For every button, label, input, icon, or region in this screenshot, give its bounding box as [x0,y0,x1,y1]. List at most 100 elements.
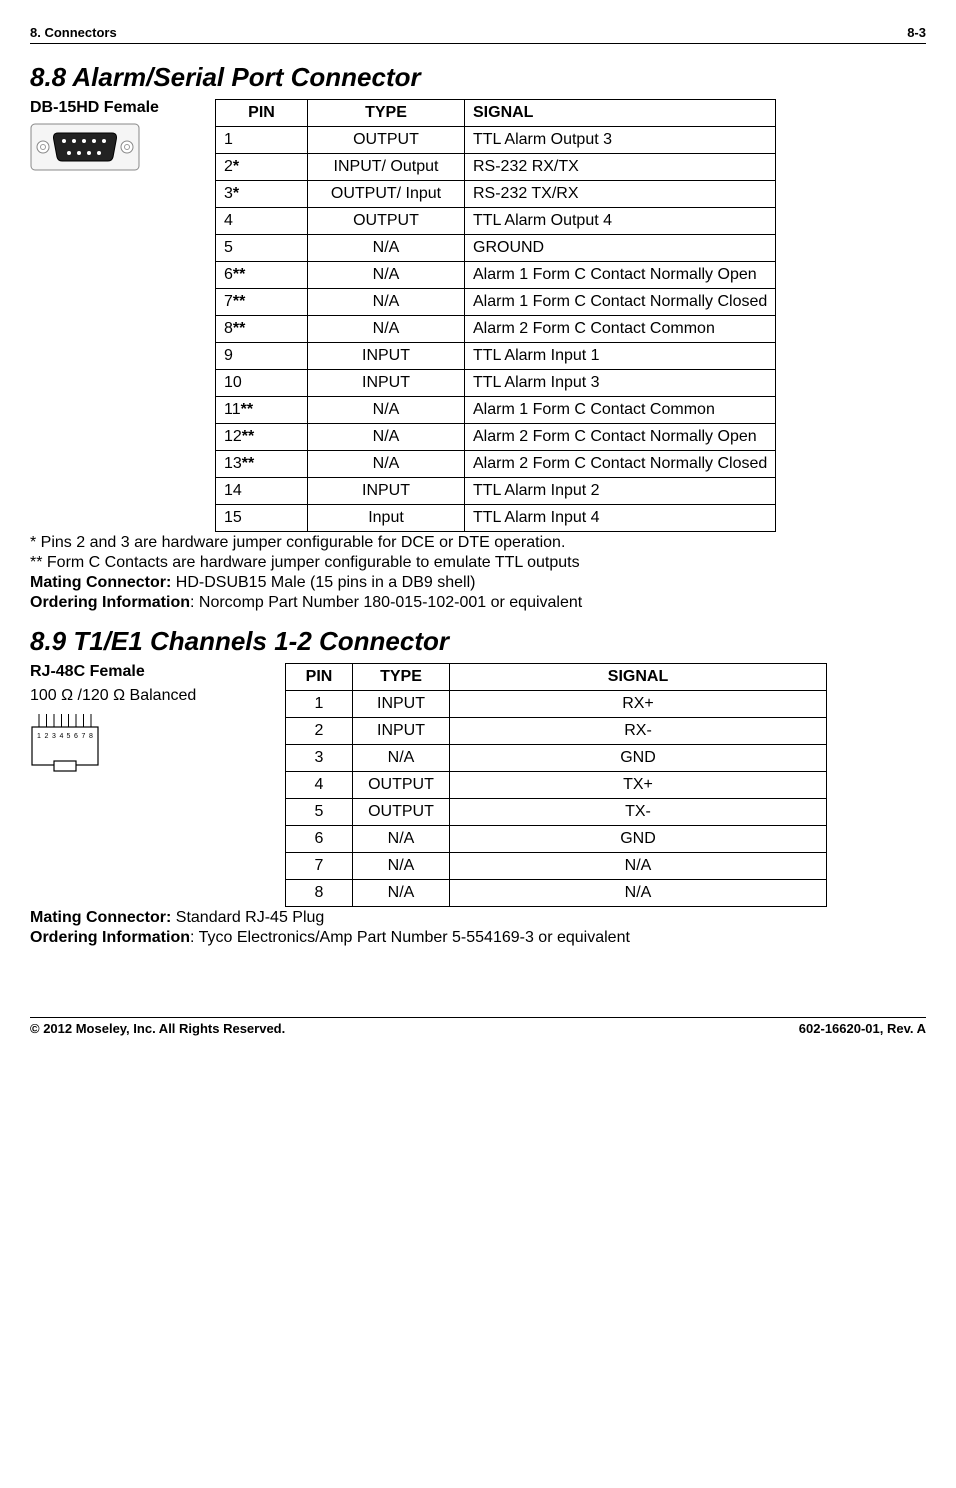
cell-type: INPUT/ Output [308,154,465,181]
cell-signal: Alarm 2 Form C Contact Normally Closed [465,451,776,478]
cell-signal: TX- [450,799,827,826]
rj45-icon: 12 34 56 78 [30,711,275,778]
cell-signal: TTL Alarm Output 3 [465,127,776,154]
header-left: 8. Connectors [30,25,117,40]
table-row: 10INPUTTTL Alarm Input 3 [216,370,776,397]
ordering-label: Ordering Information [30,929,190,946]
col-type: TYPE [353,664,450,691]
cell-type: N/A [308,451,465,478]
page-header: 8. Connectors 8-3 [30,25,926,40]
table-row: 15InputTTL Alarm Input 4 [216,505,776,532]
header-right: 8-3 [907,25,926,40]
mating-value: HD-DSUB15 Male (15 pins in a DB9 shell) [171,574,475,591]
cell-pin: 7** [216,289,308,316]
cell-type: INPUT [353,691,450,718]
table-row: 1OUTPUTTTL Alarm Output 3 [216,127,776,154]
header-rule [30,43,926,44]
cell-signal: TTL Alarm Input 3 [465,370,776,397]
cell-type: N/A [353,826,450,853]
cell-signal: Alarm 1 Form C Contact Normally Closed [465,289,776,316]
svg-text:1: 1 [37,733,41,740]
cell-type: N/A [308,262,465,289]
cell-type: INPUT [308,343,465,370]
mating-connector-88: Mating Connector: HD-DSUB15 Male (15 pin… [30,574,926,592]
table-row: 5N/AGROUND [216,235,776,262]
page-footer: © 2012 Moseley, Inc. All Rights Reserved… [30,1021,926,1036]
cell-pin: 8** [216,316,308,343]
cell-type: N/A [353,853,450,880]
rj48c-label: RJ-48C Female [30,663,275,681]
cell-pin: 4 [216,208,308,235]
mating-connector-89: Mating Connector: Standard RJ-45 Plug [30,909,926,927]
table-row: 3N/AGND [286,745,827,772]
table-row: 4OUTPUTTTL Alarm Output 4 [216,208,776,235]
cell-pin: 5 [216,235,308,262]
cell-signal: GROUND [465,235,776,262]
cell-pin: 3 [286,745,353,772]
cell-type: OUTPUT [353,772,450,799]
note-formc: ** Form C Contacts are hardware jumper c… [30,554,926,572]
cell-type: N/A [308,289,465,316]
table-header-row: PIN TYPE SIGNAL [286,664,827,691]
cell-signal: N/A [450,853,827,880]
table-row: 6**N/AAlarm 1 Form C Contact Normally Op… [216,262,776,289]
cell-signal: Alarm 2 Form C Contact Common [465,316,776,343]
table-row: 8**N/AAlarm 2 Form C Contact Common [216,316,776,343]
cell-signal: RX+ [450,691,827,718]
table-row: 3*OUTPUT/ InputRS-232 TX/RX [216,181,776,208]
table-row: 4OUTPUTTX+ [286,772,827,799]
table-row: 1INPUTRX+ [286,691,827,718]
cell-pin: 1 [286,691,353,718]
table-header-row: PIN TYPE SIGNAL [216,100,776,127]
cell-type: OUTPUT [308,127,465,154]
svg-text:3: 3 [52,733,56,740]
cell-pin: 6 [286,826,353,853]
mating-label: Mating Connector: [30,574,171,591]
table-row: 5OUTPUTTX- [286,799,827,826]
cell-pin: 9 [216,343,308,370]
cell-pin: 3* [216,181,308,208]
cell-pin: 10 [216,370,308,397]
t1-connector-side: RJ-48C Female 100 Ω /120 Ω Balanced 12 3… [30,663,275,778]
section-89-content: RJ-48C Female 100 Ω /120 Ω Balanced 12 3… [30,663,926,907]
cell-pin: 2* [216,154,308,181]
cell-type: N/A [308,235,465,262]
section-89-heading: 8.9 T1/E1 Channels 1-2 Connector [30,626,926,657]
cell-signal: TTL Alarm Input 1 [465,343,776,370]
col-signal: SIGNAL [465,100,776,127]
cell-signal: Alarm 1 Form C Contact Normally Open [465,262,776,289]
section-89-notes: Mating Connector: Standard RJ-45 Plug Or… [30,909,926,947]
cell-pin: 5 [286,799,353,826]
cell-pin: 1 [216,127,308,154]
footer-right: 602-16620-01, Rev. A [799,1021,926,1036]
cell-signal: Alarm 2 Form C Contact Normally Open [465,424,776,451]
table-row: 7N/AN/A [286,853,827,880]
col-type: TYPE [308,100,465,127]
cell-pin: 12** [216,424,308,451]
ordering-label: Ordering Information [30,594,190,611]
cell-pin: 2 [286,718,353,745]
table-row: 2*INPUT/ OutputRS-232 RX/TX [216,154,776,181]
db15-icon [30,123,205,176]
cell-type: N/A [353,880,450,907]
table-row: 11**N/AAlarm 1 Form C Contact Common [216,397,776,424]
svg-text:6: 6 [74,733,78,740]
footer-rule [30,1017,926,1018]
svg-text:7: 7 [82,733,86,740]
cell-signal: RS-232 RX/TX [465,154,776,181]
cell-signal: TTL Alarm Input 2 [465,478,776,505]
col-signal: SIGNAL [450,664,827,691]
db15-label: DB-15HD Female [30,99,205,117]
table-row: 7**N/AAlarm 1 Form C Contact Normally Cl… [216,289,776,316]
table-row: 2INPUTRX- [286,718,827,745]
cell-pin: 6** [216,262,308,289]
section-88-content: DB-15HD Female PIN TYPE SIGNAL 1OUTPUTTT… [30,99,926,532]
ordering-info-88: Ordering Information: Norcomp Part Numbe… [30,594,926,612]
cell-type: INPUT [308,478,465,505]
table-row: 9INPUTTTL Alarm Input 1 [216,343,776,370]
col-pin: PIN [286,664,353,691]
cell-type: N/A [308,424,465,451]
cell-signal: TX+ [450,772,827,799]
table-row: 12**N/AAlarm 2 Form C Contact Normally O… [216,424,776,451]
cell-signal: N/A [450,880,827,907]
